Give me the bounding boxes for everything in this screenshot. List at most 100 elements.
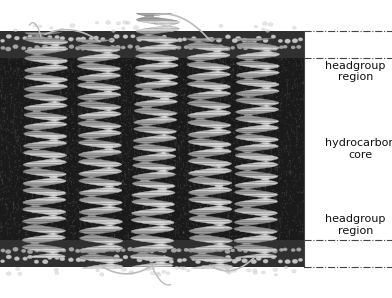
Point	[173, 141, 179, 146]
Point	[54, 204, 60, 209]
Polygon shape	[49, 103, 59, 105]
Point	[235, 177, 241, 182]
Point	[200, 199, 207, 204]
Point	[121, 109, 127, 114]
Point	[257, 166, 263, 171]
Point	[245, 217, 251, 222]
Point	[277, 58, 283, 63]
Point	[220, 165, 227, 170]
Point	[161, 130, 167, 134]
Polygon shape	[263, 233, 268, 236]
Point	[240, 101, 246, 106]
Point	[77, 160, 83, 164]
Point	[234, 99, 240, 104]
Polygon shape	[234, 209, 273, 211]
Point	[127, 178, 133, 183]
Point	[38, 182, 44, 187]
Point	[205, 221, 211, 226]
Point	[208, 110, 214, 115]
Point	[8, 181, 14, 186]
Point	[268, 148, 274, 152]
Point	[213, 138, 220, 143]
Point	[32, 157, 38, 162]
Polygon shape	[45, 66, 60, 69]
Polygon shape	[142, 208, 174, 210]
Point	[153, 183, 160, 187]
Circle shape	[216, 38, 222, 42]
Point	[189, 207, 196, 212]
Point	[78, 95, 85, 100]
Polygon shape	[163, 41, 171, 44]
Circle shape	[182, 258, 187, 262]
Point	[179, 186, 185, 191]
Polygon shape	[23, 237, 65, 240]
Point	[166, 93, 172, 98]
Point	[169, 205, 175, 209]
Point	[209, 121, 215, 125]
Point	[164, 64, 170, 69]
Circle shape	[47, 35, 52, 39]
Point	[116, 153, 122, 158]
Point	[66, 148, 73, 153]
Point	[35, 114, 41, 119]
Point	[245, 229, 251, 234]
Point	[57, 60, 63, 64]
Point	[120, 182, 127, 187]
Point	[221, 224, 227, 229]
Point	[167, 86, 173, 91]
Polygon shape	[25, 192, 66, 194]
Point	[7, 230, 14, 235]
Point	[253, 232, 259, 237]
Polygon shape	[28, 224, 43, 226]
Point	[83, 142, 90, 147]
Point	[132, 65, 138, 70]
Point	[200, 86, 207, 91]
Point	[133, 235, 140, 240]
Point	[65, 88, 71, 93]
Point	[271, 231, 277, 236]
Polygon shape	[263, 178, 269, 180]
Point	[295, 90, 301, 95]
Point	[285, 219, 291, 224]
Point	[241, 180, 247, 184]
Point	[152, 143, 158, 148]
Point	[90, 164, 96, 169]
Polygon shape	[41, 139, 64, 142]
Point	[231, 226, 237, 230]
Point	[254, 186, 260, 191]
Point	[264, 196, 270, 201]
Point	[67, 225, 74, 229]
Point	[210, 204, 216, 209]
Point	[29, 77, 36, 82]
Point	[112, 103, 118, 108]
Point	[107, 87, 113, 92]
Point	[278, 101, 285, 106]
Point	[219, 138, 225, 142]
Point	[279, 69, 285, 74]
Point	[255, 164, 261, 168]
Point	[112, 206, 118, 210]
Point	[103, 228, 110, 233]
Point	[140, 117, 146, 122]
Point	[286, 122, 292, 127]
Point	[262, 61, 269, 66]
Polygon shape	[83, 183, 122, 185]
Point	[114, 172, 120, 177]
Point	[233, 162, 240, 167]
Polygon shape	[22, 226, 58, 228]
Point	[154, 132, 161, 136]
Point	[172, 106, 178, 111]
Polygon shape	[80, 68, 121, 70]
Point	[91, 67, 97, 72]
Point	[0, 154, 4, 159]
Point	[96, 107, 102, 111]
Polygon shape	[236, 74, 278, 76]
Circle shape	[230, 46, 235, 49]
Point	[2, 199, 9, 204]
Point	[126, 128, 132, 133]
Point	[15, 128, 21, 132]
Point	[0, 137, 7, 142]
Point	[67, 171, 74, 176]
Point	[279, 86, 286, 91]
Point	[194, 120, 201, 125]
